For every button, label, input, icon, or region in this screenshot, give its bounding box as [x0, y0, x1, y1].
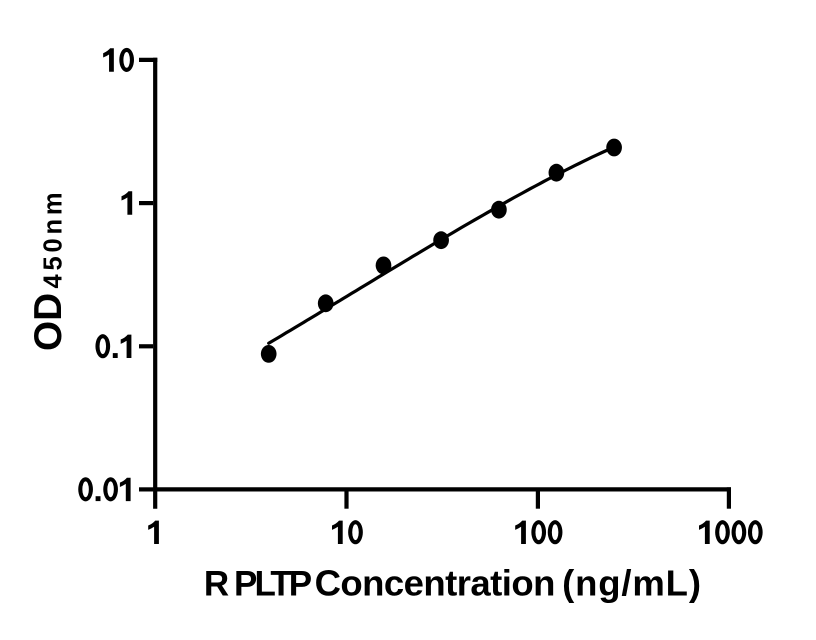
svg-text:OD450nm: OD450nm	[27, 189, 70, 351]
